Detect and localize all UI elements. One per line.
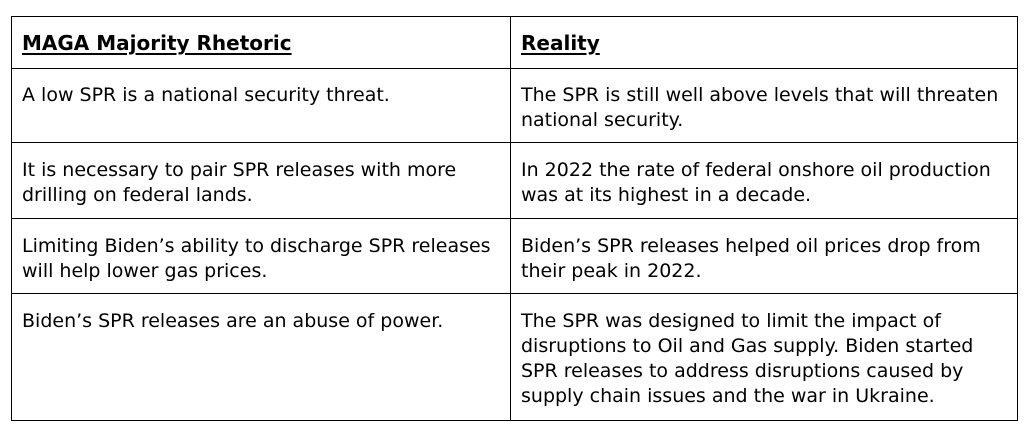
header-reality: Reality xyxy=(510,16,1018,69)
rhetoric-vs-reality-table: MAGA Majority Rhetoric Reality A low SPR… xyxy=(11,16,1018,421)
rhetoric-cell: Biden’s SPR releases are an abuse of pow… xyxy=(11,293,511,421)
table-header-row: MAGA Majority Rhetoric Reality xyxy=(11,16,1018,69)
rhetoric-cell: A low SPR is a national security threat. xyxy=(11,68,511,143)
reality-cell: The SPR was designed to limit the impact… xyxy=(510,293,1018,421)
reality-cell: In 2022 the rate of federal onshore oil … xyxy=(510,142,1018,219)
header-rhetoric: MAGA Majority Rhetoric xyxy=(11,16,511,69)
table-row: Biden’s SPR releases are an abuse of pow… xyxy=(11,293,1018,421)
table-row: A low SPR is a national security threat.… xyxy=(11,68,1018,143)
rhetoric-cell: It is necessary to pair SPR releases wit… xyxy=(11,142,511,219)
reality-cell: Biden’s SPR releases helped oil prices d… xyxy=(510,218,1018,294)
table-row: It is necessary to pair SPR releases wit… xyxy=(11,142,1018,219)
table-row: Limiting Biden’s ability to discharge SP… xyxy=(11,218,1018,294)
reality-cell: The SPR is still well above levels that … xyxy=(510,68,1018,143)
rhetoric-cell: Limiting Biden’s ability to discharge SP… xyxy=(11,218,511,294)
